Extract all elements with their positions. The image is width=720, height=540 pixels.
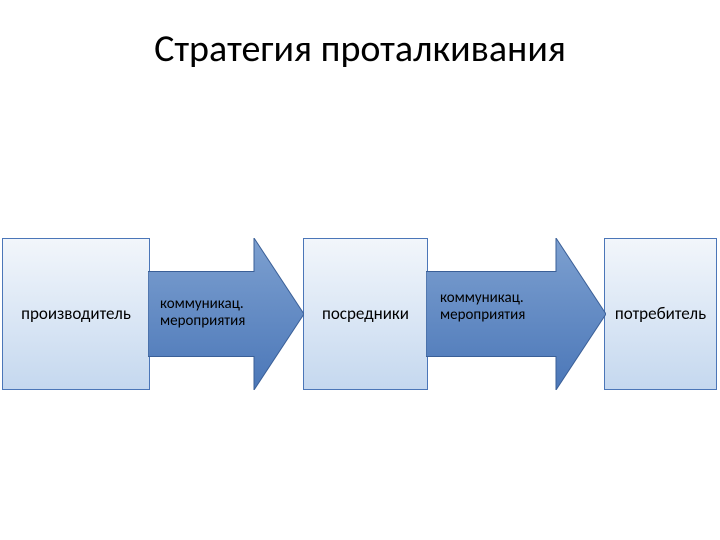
box-consumer-label: потребитель (615, 305, 706, 324)
slide: Стратегия проталкивания производитель по… (0, 0, 720, 540)
box-consumer: потребитель (604, 238, 717, 390)
box-intermediary: посредники (303, 238, 428, 390)
arrow-communication-2-label: коммуникац. мероприятия (440, 290, 525, 325)
box-producer-label: производитель (21, 305, 131, 324)
box-producer: производитель (2, 238, 150, 390)
arrow-communication-2: коммуникац. мероприятия (426, 238, 606, 390)
box-intermediary-label: посредники (322, 305, 409, 324)
page-title: Стратегия проталкивания (0, 26, 720, 72)
arrow-communication-1: коммуникац. мероприятия (148, 238, 304, 390)
arrow-communication-1-label: коммуникац. мероприятия (160, 296, 245, 331)
